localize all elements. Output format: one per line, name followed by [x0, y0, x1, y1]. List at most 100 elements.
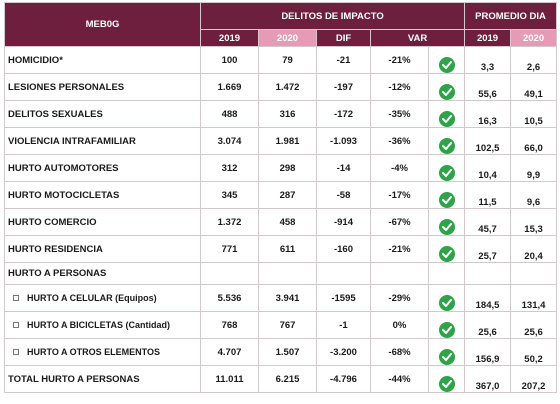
row-name: HURTO MOTOCICLETAS — [4, 181, 201, 209]
row-name: DELITOS SEXUALES — [4, 100, 201, 128]
status-cell — [427, 235, 466, 263]
value-2019: 100 — [200, 46, 259, 74]
row-name: HURTO A OTROS ELEMENTOS — [4, 338, 201, 366]
avg-2020: 50,2 — [510, 338, 558, 366]
value-var: -67% — [370, 208, 429, 236]
value-dif: -160 — [316, 235, 371, 263]
row-name: TOTAL HURTO A PERSONAS — [4, 365, 201, 393]
value-2019: 488 — [200, 100, 259, 128]
value-dif: -21 — [316, 46, 371, 74]
avg-2019-header: 2019 — [464, 29, 512, 47]
status-cell — [427, 73, 466, 101]
value-var: -36% — [370, 127, 429, 155]
value-dif: -197 — [316, 73, 371, 101]
value-2019: 768 — [200, 311, 259, 339]
section-label: HURTO A PERSONAS — [4, 262, 201, 285]
check-circle-icon — [438, 138, 455, 154]
status-cell — [427, 208, 466, 236]
value-2019: 11.011 — [200, 365, 259, 393]
check-circle-icon — [438, 165, 455, 181]
row-name: HURTO COMERCIO — [4, 208, 201, 236]
avg-2019: 184,5 — [464, 284, 512, 312]
value-var: -68% — [370, 338, 429, 366]
value-dif: -914 — [316, 208, 371, 236]
status-cell — [427, 311, 466, 339]
check-circle-icon — [438, 295, 455, 311]
row-name: LESIONES PERSONALES — [4, 73, 201, 101]
avg-2019: 156,9 — [464, 338, 512, 366]
promedio-group-header: PROMEDIO DIA — [464, 2, 558, 30]
value-var: -17% — [370, 181, 429, 209]
value-2019: 771 — [200, 235, 259, 263]
value-dif: -58 — [316, 181, 371, 209]
value-dif: -1 — [316, 311, 371, 339]
value-var: -12% — [370, 73, 429, 101]
avg-2019: 11,5 — [464, 181, 512, 209]
avg-2020: 131,4 — [510, 284, 558, 312]
check-circle-icon — [438, 246, 455, 262]
value-2020: 1.472 — [258, 73, 317, 101]
value-2019: 3.074 — [200, 127, 259, 155]
value-2019: 5.536 — [200, 284, 259, 312]
section-row: HURTO A PERSONAS — [4, 262, 558, 285]
value-2019: 312 — [200, 154, 259, 182]
value-dif: -14 — [316, 154, 371, 182]
value-dif: -1.093 — [316, 127, 371, 155]
row-name: HURTO A CELULAR (Equipos) — [4, 284, 201, 312]
status-cell — [427, 100, 466, 128]
status-cell — [427, 46, 466, 74]
table-row: HURTO A OTROS ELEMENTOS 4.707 1.507 -3.200-… — [4, 338, 558, 366]
value-var: -21% — [370, 46, 429, 74]
avg-2020: 20,4 — [510, 235, 558, 263]
row-name: HURTO RESIDENCIA — [4, 235, 201, 263]
value-dif: -1595 — [316, 284, 371, 312]
delitos-group-header: DELITOS DE IMPACTO — [199, 2, 466, 30]
table-row: HURTO RESIDENCIA 771 611 -160 -21% 25,7 20,4 — [4, 235, 558, 263]
status-cell — [427, 127, 466, 155]
avg-2019: 10,4 — [464, 154, 512, 182]
value-var: -29% — [370, 284, 429, 312]
avg-2020-header: 2020 — [510, 29, 558, 47]
value-2020: 1.507 — [258, 338, 317, 366]
value-dif: -172 — [316, 100, 371, 128]
avg-2020: 66,0 — [510, 127, 558, 155]
value-2020: 287 — [258, 181, 317, 209]
value-2020: 3.941 — [258, 284, 317, 312]
col-var-header: VAR — [369, 29, 466, 47]
check-circle-icon — [438, 192, 455, 208]
value-2020: 767 — [258, 311, 317, 339]
value-2020: 1.981 — [258, 127, 317, 155]
row-name: HURTO A BICICLETAS (Cantidad) — [4, 311, 201, 339]
row-name: HOMICIDIO* — [4, 46, 201, 74]
avg-2019: 45,7 — [464, 208, 512, 236]
status-cell — [427, 365, 466, 393]
avg-2019: 3,3 — [464, 46, 512, 74]
bullet-square-icon — [13, 321, 19, 328]
value-2020: 316 — [258, 100, 317, 128]
value-var: -35% — [370, 100, 429, 128]
bullet-square-icon — [13, 294, 19, 301]
value-2020: 458 — [258, 208, 317, 236]
check-circle-icon — [438, 349, 455, 365]
table-row: LESIONES PERSONALES 1.669 1.472 -197 -12% 55,… — [4, 73, 558, 101]
check-circle-icon — [438, 219, 455, 235]
avg-2019: 25,6 — [464, 311, 512, 339]
avg-2019: 367,0 — [464, 365, 512, 393]
check-circle-icon — [438, 111, 455, 127]
table-row: VIOLENCIA INTRAFAMILIAR 3.074 1.981 -1.093-… — [4, 127, 558, 155]
row-name: VIOLENCIA INTRAFAMILIAR — [4, 127, 201, 155]
col-2019-header: 2019 — [200, 29, 259, 47]
check-circle-icon — [438, 376, 455, 392]
status-cell — [427, 154, 466, 182]
table-row: TOTAL HURTO A PERSONAS 11.011 6.215 -4.796-… — [4, 365, 558, 393]
status-cell — [427, 338, 466, 366]
avg-2020: 10,5 — [510, 100, 558, 128]
table-body: HOMICIDIO* 100 79 -21 -21% 3,3 2,6 LESIONES PER… — [4, 46, 558, 393]
avg-2019: 102,5 — [464, 127, 512, 155]
region-header: MEB0G — [4, 2, 201, 47]
avg-2020: 15,3 — [510, 208, 558, 236]
crime-statistics-table: MEB0G DELITOS DE IMPACTO PROMEDIO DIA 20… — [4, 2, 558, 393]
value-2020: 79 — [258, 46, 317, 74]
bullet-square-icon — [13, 348, 19, 355]
